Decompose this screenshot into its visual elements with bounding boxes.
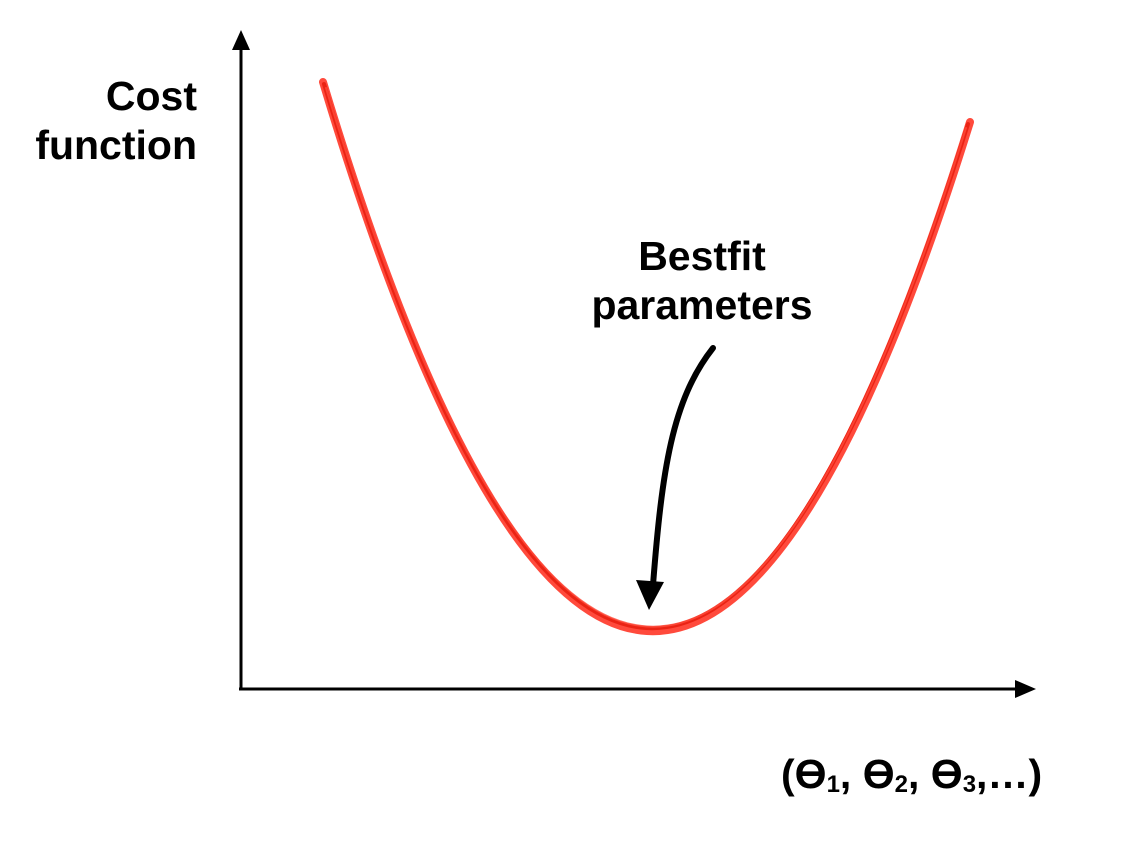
x-axis-arrowhead xyxy=(1015,680,1036,698)
annotation-line1: Bestfit xyxy=(638,233,766,279)
cost-curve-stroke-inner xyxy=(325,87,967,628)
x-label-tail: ,…) xyxy=(976,751,1043,797)
x-label-sep-1: , xyxy=(839,751,863,797)
theta-symbol-1: ϴ xyxy=(794,751,827,797)
y-axis-arrowhead xyxy=(232,30,250,50)
theta-symbol-3: ϴ xyxy=(930,751,963,797)
y-axis-label-line1: Cost xyxy=(105,73,197,119)
theta-symbol-2: ϴ xyxy=(862,751,895,797)
annotation-arrow-line xyxy=(650,345,716,588)
y-axis-label-line2: function xyxy=(35,122,197,169)
annotation-line2: parameters xyxy=(591,282,813,329)
annotation-arrowhead xyxy=(636,580,664,610)
x-label-open: ( xyxy=(781,751,795,797)
y-axis-label: Cost function xyxy=(35,72,197,170)
x-label-sep-2: , xyxy=(907,751,931,797)
theta-subscript-1: 1 xyxy=(826,771,840,798)
bestfit-annotation: Bestfit parameters xyxy=(568,232,836,330)
cost-curve xyxy=(319,78,974,635)
x-axis-label: (ϴ1, ϴ2, ϴ3,…) xyxy=(781,750,1042,800)
theta-subscript-2: 2 xyxy=(894,771,908,798)
theta-subscript-3: 3 xyxy=(962,771,977,798)
